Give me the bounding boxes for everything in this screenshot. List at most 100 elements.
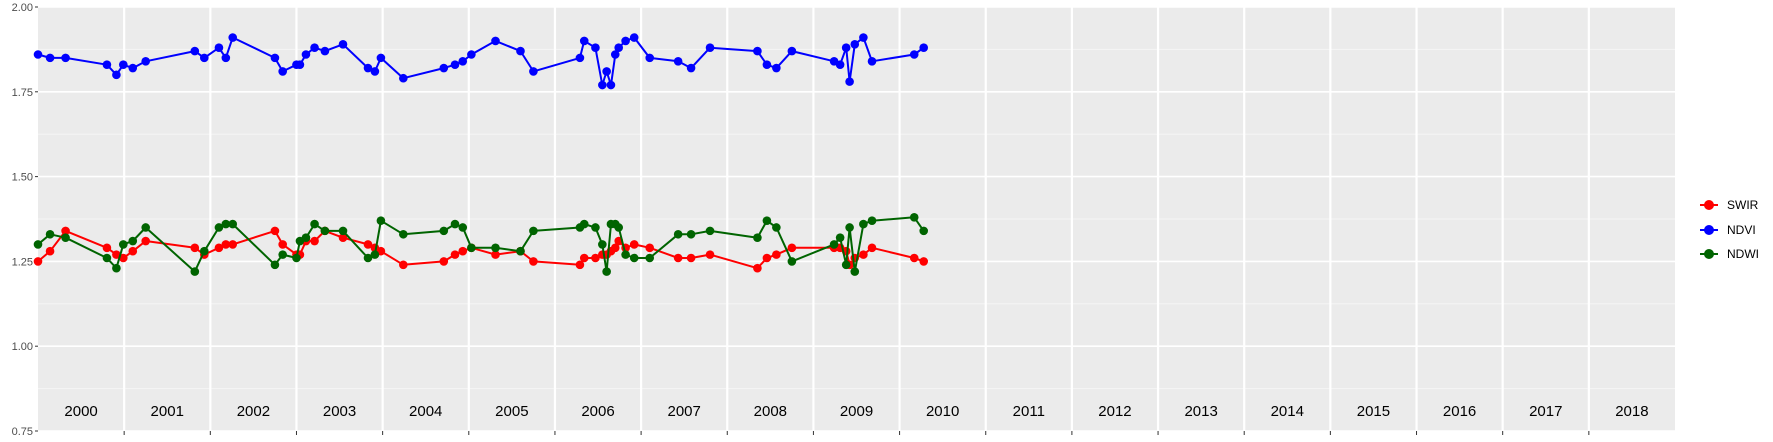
data-point bbox=[673, 229, 683, 239]
data-point bbox=[370, 250, 380, 259]
data-point bbox=[835, 233, 845, 242]
data-point bbox=[370, 67, 380, 76]
data-point bbox=[686, 253, 696, 263]
data-point bbox=[841, 43, 851, 53]
data-point bbox=[529, 257, 538, 266]
data-point bbox=[579, 253, 589, 263]
data-point bbox=[45, 229, 55, 239]
data-point bbox=[575, 53, 585, 63]
data-point bbox=[228, 33, 238, 42]
data-point bbox=[310, 43, 319, 53]
data-point bbox=[621, 36, 630, 46]
year-label: 2013 bbox=[1184, 403, 1217, 420]
data-point bbox=[128, 63, 138, 73]
y-axis: 0.75 1.00 1.25 1.50 1.75 2.00 bbox=[12, 2, 38, 438]
year-label: 2015 bbox=[1357, 403, 1390, 420]
data-point bbox=[645, 53, 655, 63]
data-point bbox=[458, 223, 468, 232]
data-point bbox=[320, 46, 330, 56]
data-point bbox=[270, 260, 280, 270]
data-point bbox=[376, 53, 386, 63]
data-point bbox=[295, 60, 305, 69]
y-tick-label: 1.25 bbox=[12, 256, 33, 268]
data-point bbox=[278, 67, 287, 76]
data-point bbox=[310, 236, 319, 246]
data-point bbox=[705, 43, 715, 53]
data-point bbox=[772, 63, 781, 73]
data-point bbox=[621, 250, 630, 259]
data-point bbox=[102, 243, 112, 253]
year-label: 2004 bbox=[409, 403, 442, 420]
data-point bbox=[141, 236, 150, 246]
data-point bbox=[516, 46, 525, 56]
data-point bbox=[602, 267, 611, 276]
data-point bbox=[199, 246, 209, 256]
legend-label: SWIR bbox=[1727, 198, 1759, 212]
data-point bbox=[909, 50, 919, 59]
data-point bbox=[491, 250, 500, 259]
data-point bbox=[450, 219, 460, 229]
y-tick-label: 2.00 bbox=[12, 2, 33, 14]
data-point bbox=[338, 40, 348, 49]
data-point bbox=[33, 240, 43, 249]
data-point bbox=[491, 36, 500, 46]
data-point bbox=[867, 56, 877, 66]
legend-key-point bbox=[1704, 225, 1714, 235]
data-point bbox=[753, 46, 762, 56]
data-point bbox=[61, 233, 70, 242]
data-point bbox=[439, 63, 449, 73]
data-point bbox=[787, 243, 797, 253]
data-point bbox=[841, 260, 851, 270]
year-label: 2001 bbox=[151, 403, 184, 420]
data-point bbox=[772, 223, 781, 232]
year-label: 2014 bbox=[1271, 403, 1304, 420]
data-point bbox=[772, 250, 781, 259]
data-point bbox=[591, 223, 600, 232]
data-point bbox=[399, 73, 408, 83]
data-point bbox=[529, 67, 538, 76]
data-point bbox=[363, 253, 373, 263]
data-point bbox=[919, 226, 929, 236]
year-label: 2011 bbox=[1013, 403, 1045, 420]
data-point bbox=[141, 223, 150, 232]
data-point bbox=[787, 257, 797, 266]
legend-label: NDVI bbox=[1727, 223, 1756, 237]
data-point bbox=[614, 223, 624, 232]
data-point bbox=[270, 226, 280, 236]
data-point bbox=[705, 226, 715, 236]
y-tick-label: 1.50 bbox=[12, 172, 33, 184]
year-label: 2006 bbox=[581, 403, 614, 420]
data-point bbox=[629, 33, 639, 42]
data-point bbox=[33, 257, 43, 266]
legend-key-point bbox=[1704, 249, 1714, 259]
data-point bbox=[575, 260, 585, 270]
data-point bbox=[859, 250, 868, 259]
year-label: 2005 bbox=[495, 403, 528, 420]
legend: SWIR NDVI NDWI bbox=[1700, 198, 1759, 261]
data-point bbox=[850, 267, 860, 276]
data-point bbox=[450, 60, 460, 69]
data-point bbox=[363, 240, 373, 249]
data-point bbox=[61, 226, 70, 236]
year-label: 2010 bbox=[926, 403, 959, 420]
data-point bbox=[399, 260, 408, 270]
data-point bbox=[645, 243, 655, 253]
data-point bbox=[376, 216, 386, 225]
data-point bbox=[301, 50, 311, 59]
data-point bbox=[221, 219, 231, 229]
data-point bbox=[598, 80, 607, 90]
data-point bbox=[221, 53, 231, 63]
data-point bbox=[529, 226, 538, 236]
data-point bbox=[102, 253, 112, 263]
year-label: 2016 bbox=[1443, 403, 1476, 420]
data-point bbox=[112, 70, 121, 80]
data-point bbox=[439, 257, 449, 266]
data-point bbox=[919, 43, 929, 53]
year-label: 2007 bbox=[667, 403, 700, 420]
data-point bbox=[45, 53, 55, 63]
year-label: 2018 bbox=[1615, 403, 1648, 420]
data-point bbox=[614, 43, 624, 53]
data-point bbox=[439, 226, 449, 236]
data-point bbox=[762, 216, 772, 225]
